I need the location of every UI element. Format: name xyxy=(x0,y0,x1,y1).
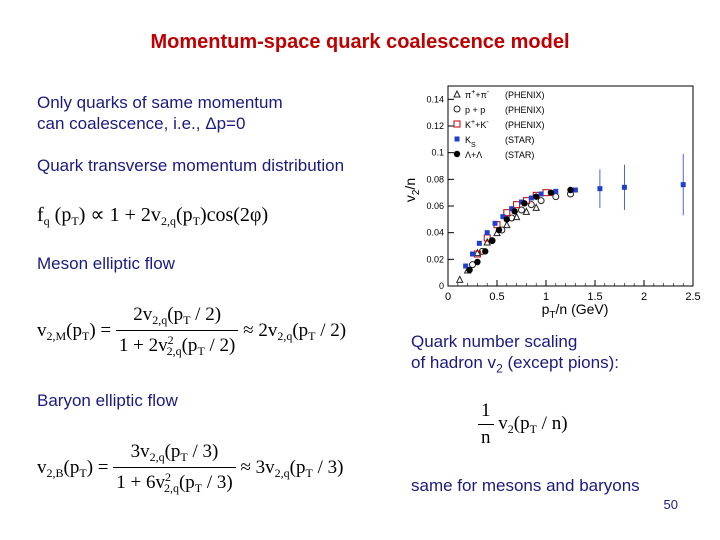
data-point xyxy=(532,203,541,211)
data-point xyxy=(522,207,531,215)
page-number: 50 xyxy=(663,497,678,512)
data-point xyxy=(492,220,498,226)
data-point xyxy=(553,188,559,194)
baryon-flow-label: Baryon elliptic flow xyxy=(37,391,178,410)
data-point xyxy=(621,184,627,190)
legend-entry: Λ+Λ (STAR) xyxy=(465,150,534,160)
data-point xyxy=(500,214,506,220)
legend-entry: p + p (PHENIX) xyxy=(465,105,545,115)
data-point xyxy=(503,216,510,223)
chart-plot-frame xyxy=(447,85,694,287)
data-point xyxy=(518,206,525,214)
legend-marker xyxy=(453,150,461,158)
y-tick-label: 0.08 xyxy=(426,174,444,184)
legend-marker xyxy=(454,136,460,142)
y-tick-label: 0.12 xyxy=(426,121,444,131)
meson-flow-label: Meson elliptic flow xyxy=(37,254,175,273)
y-tick-label: 0.04 xyxy=(426,228,444,238)
data-point xyxy=(521,200,528,207)
slide-title: Momentum-space quark coalescence model xyxy=(150,31,570,53)
data-point xyxy=(503,209,511,217)
y-tick-label: 0.14 xyxy=(426,94,444,104)
y-tick-label: 0.06 xyxy=(426,201,444,211)
data-point xyxy=(483,237,492,246)
baryon-fraction: 3v2,q(pT / 3) 1 + 6v22,q(pT / 3) xyxy=(113,441,236,496)
scaling-fraction: 1 n xyxy=(478,400,494,449)
y-tick-label: 0.1 xyxy=(431,148,444,158)
quark-distribution-label: Quark transverse momentum distribution xyxy=(37,156,345,175)
data-point xyxy=(474,258,481,266)
data-point xyxy=(597,186,603,192)
data-point xyxy=(512,212,521,221)
data-point xyxy=(572,187,578,193)
x-tick-label: 1 xyxy=(543,291,549,303)
chart-x-label: pT/n (GeV) xyxy=(542,301,609,320)
data-point xyxy=(455,275,464,283)
data-point xyxy=(528,195,534,201)
x-tick-label: 0 xyxy=(445,291,451,303)
scaling-note: Quark number scaling of hadron v2 (excep… xyxy=(411,331,619,379)
intro-line-2: can coalescence, i.e., Δp=0 xyxy=(37,114,246,133)
data-point xyxy=(680,182,686,188)
data-point xyxy=(473,248,482,257)
data-point xyxy=(495,226,503,234)
data-point xyxy=(484,230,490,236)
x-tick-label: 2 xyxy=(641,291,647,303)
meson-flow-formula: v2,M(pT) = 2v2,q(pT / 2) 1 + 2v22,q(pT /… xyxy=(37,304,347,359)
x-tick-label: 1.5 xyxy=(587,291,602,303)
data-point xyxy=(482,248,489,255)
y-tick-label: 0 xyxy=(439,281,444,291)
meson-fraction: 2v2,q(pT / 2) 1 + 2v22,q(pT / 2) xyxy=(115,304,239,359)
data-point xyxy=(533,193,540,200)
data-point xyxy=(469,261,476,269)
data-point xyxy=(537,197,545,205)
scaling-formula: 1 n v2(pT / n) xyxy=(478,400,568,449)
legend-entry: KS(STAR) xyxy=(465,135,534,149)
legend-marker xyxy=(453,105,461,113)
data-point xyxy=(511,208,518,215)
baryon-flow-formula: v2,B(pT) = 3v2,q(pT / 3) 1 + 6v22,q(pT /… xyxy=(37,441,344,496)
scaling-note-line-1: Quark number scaling xyxy=(411,332,578,351)
data-point xyxy=(470,251,475,257)
data-point xyxy=(502,220,511,229)
scaling-note-line-2: of hadron v2 (except pions): xyxy=(411,353,619,376)
data-point xyxy=(547,189,555,196)
legend-entry: π++π- (PHENIX) xyxy=(465,89,545,100)
data-point xyxy=(519,199,524,205)
data-point xyxy=(538,191,544,197)
intro-text: Only quarks of same momentum can coalesc… xyxy=(37,92,283,134)
data-point xyxy=(488,237,496,244)
intro-line-1: Only quarks of same momentum xyxy=(37,93,283,112)
data-point xyxy=(513,201,521,209)
x-tick-label: 2.5 xyxy=(685,291,700,303)
data-point xyxy=(476,240,482,246)
y-tick-label: 0.02 xyxy=(426,254,444,264)
same-note: same for mesons and baryons xyxy=(411,476,640,495)
quark-distribution-formula: fq (pT) ∝ 1 + 2v2,q(pT)cos(2φ) xyxy=(37,204,269,228)
legend-entry: K++K- (PHENIX) xyxy=(465,119,545,130)
data-point xyxy=(509,206,515,212)
v2-scaling-chart: 0 0.5 1 1.5 2 2.5 0 0.02 0.04 0.06 0.08 0.1 0.12 0.14… xyxy=(402,85,701,320)
chart-y-label: v2/n xyxy=(402,178,422,202)
legend-marker xyxy=(453,89,461,98)
data-point xyxy=(466,266,473,274)
legend-marker xyxy=(453,120,461,128)
x-tick-label: 0.5 xyxy=(489,291,504,303)
data-point xyxy=(567,186,574,194)
data-point xyxy=(463,263,469,269)
data-point xyxy=(527,201,535,209)
